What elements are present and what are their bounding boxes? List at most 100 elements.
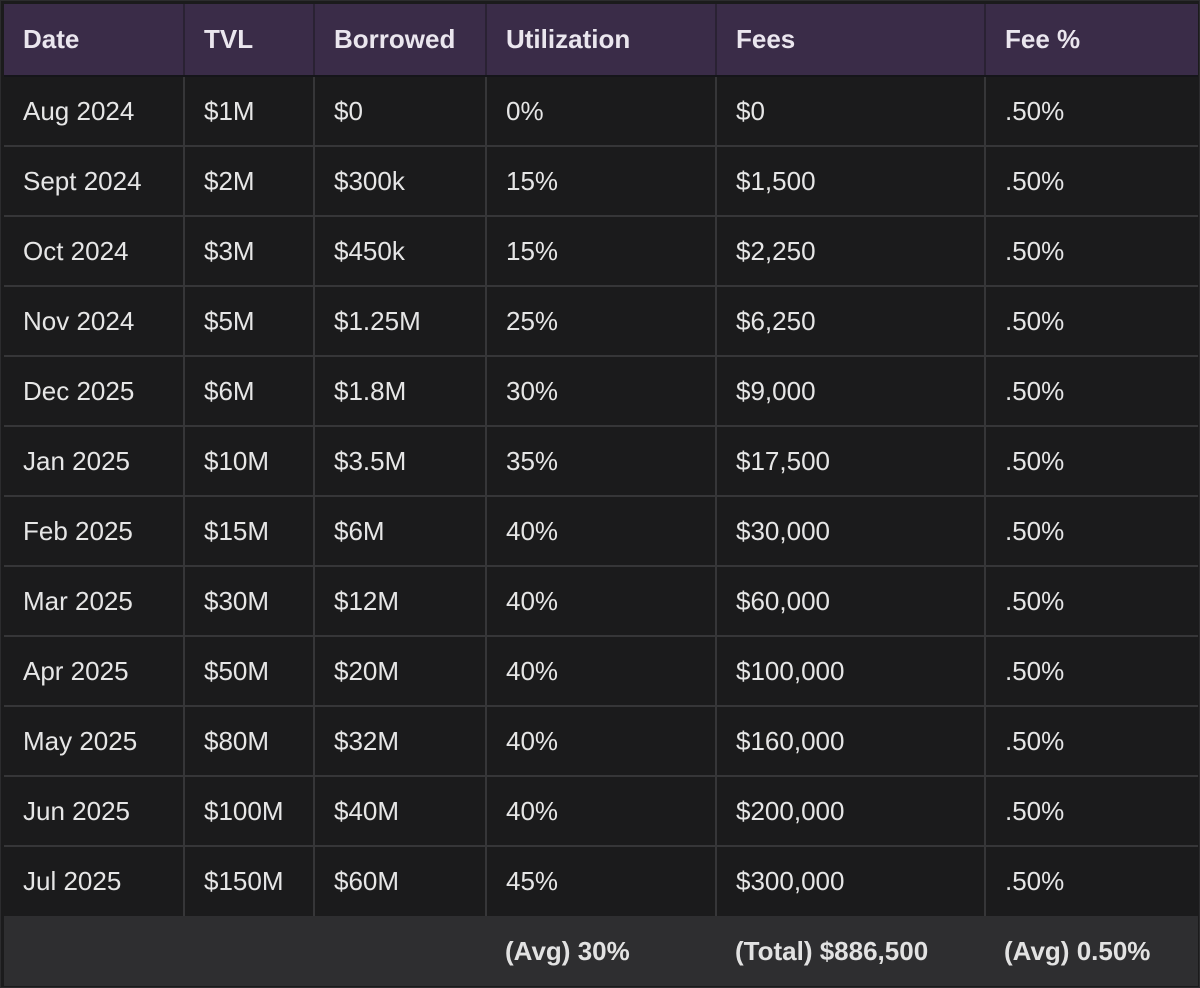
cell-tvl: $80M <box>184 706 315 777</box>
cell-borrowed: $1.25M <box>314 286 487 357</box>
cell-fees: $2,250 <box>716 216 986 287</box>
cell-fee-percent: .50% <box>985 76 1198 147</box>
footer-avg-fee-percent: (Avg) 0.50% <box>985 916 1198 986</box>
cell-fees: $160,000 <box>716 706 986 777</box>
cell-utilization: 15% <box>486 216 717 287</box>
footer-total-fees: (Total) $886,500 <box>716 916 985 986</box>
cell-borrowed: $60M <box>314 846 487 916</box>
cell-utilization: 45% <box>486 846 717 916</box>
cell-tvl: $3M <box>184 216 315 287</box>
cell-tvl: $6M <box>184 356 315 427</box>
cell-date: Dec 2025 <box>4 356 185 427</box>
cell-date: May 2025 <box>4 706 185 777</box>
cell-tvl: $30M <box>184 566 315 637</box>
cell-tvl: $2M <box>184 146 315 217</box>
cell-borrowed: $20M <box>314 636 487 707</box>
header-fee-percent: Fee % <box>985 4 1198 77</box>
cell-fee-percent: .50% <box>985 146 1198 217</box>
cell-fees: $300,000 <box>716 846 986 916</box>
cell-borrowed: $300k <box>314 146 487 217</box>
cell-utilization: 35% <box>486 426 717 497</box>
table-row: Oct 2024 $3M $450k 15% $2,250.50% <box>4 216 1198 287</box>
cell-date: Sept 2024 <box>4 146 185 217</box>
table-row: Mar 2025 $30M $12M 40% $60,000.50% <box>4 566 1198 637</box>
cell-tvl: $10M <box>184 426 315 497</box>
header-tvl: TVL <box>184 4 315 77</box>
cell-fee-percent: .50% <box>985 426 1198 497</box>
footer-tvl <box>184 916 314 986</box>
footer-borrowed <box>314 916 486 986</box>
cell-fees: $17,500 <box>716 426 986 497</box>
table-row: Apr 2025 $50M $20M 40% $100,000.50% <box>4 636 1198 707</box>
cell-tvl: $1M <box>184 76 315 147</box>
cell-utilization: 40% <box>486 706 717 777</box>
cell-tvl: $50M <box>184 636 315 707</box>
table-row: Aug 2024 $1M $0 0% $0.50% <box>4 76 1198 147</box>
header-borrowed: Borrowed <box>314 4 487 77</box>
cell-utilization: 40% <box>486 496 717 567</box>
cell-fee-percent: .50% <box>985 776 1198 847</box>
table-row: May 2025 $80M $32M 40% $160,000.50% <box>4 706 1198 777</box>
table-row: Feb 2025 $15M $6M 40% $30,000.50% <box>4 496 1198 567</box>
table-row: Jan 2025 $10M $3.5M 35% $17,500.50% <box>4 426 1198 497</box>
cell-tvl: $5M <box>184 286 315 357</box>
cell-date: Nov 2024 <box>4 286 185 357</box>
table-row: Sept 2024 $2M $300k 15% $1,500.50% <box>4 146 1198 217</box>
table-row: Nov 2024 $5M $1.25M 25% $6,250.50% <box>4 286 1198 357</box>
cell-utilization: 40% <box>486 636 717 707</box>
cell-borrowed: $6M <box>314 496 487 567</box>
header-row: Date TVL Borrowed Utilization Fees Fee % <box>4 4 1198 77</box>
cell-date: Jun 2025 <box>4 776 185 847</box>
cell-fees: $60,000 <box>716 566 986 637</box>
cell-fees: $0 <box>716 76 986 147</box>
cell-fee-percent: .50% <box>985 636 1198 707</box>
header-utilization: Utilization <box>486 4 717 77</box>
cell-utilization: 40% <box>486 566 717 637</box>
cell-borrowed: $450k <box>314 216 487 287</box>
cell-date: Oct 2024 <box>4 216 185 287</box>
table-body: Aug 2024 $1M $0 0% $0.50% Sept 2024 $2M $300k 15… <box>4 76 1198 916</box>
cell-fees: $9,000 <box>716 356 986 427</box>
cell-utilization: 40% <box>486 776 717 847</box>
cell-fees: $100,000 <box>716 636 986 707</box>
cell-fee-percent: .50% <box>985 706 1198 777</box>
cell-fee-percent: .50% <box>985 286 1198 357</box>
cell-fee-percent: .50% <box>985 356 1198 427</box>
cell-date: Jan 2025 <box>4 426 185 497</box>
cell-utilization: 15% <box>486 146 717 217</box>
footer-row: (Avg) 30% (Total) $886,500 (Avg) 0.50% <box>4 916 1198 986</box>
header-fees: Fees <box>716 4 986 77</box>
cell-fees: $1,500 <box>716 146 986 217</box>
projection-table: Date TVL Borrowed Utilization Fees Fee %… <box>4 4 1198 986</box>
cell-tvl: $100M <box>184 776 315 847</box>
header-date: Date <box>4 4 185 77</box>
cell-borrowed: $40M <box>314 776 487 847</box>
table-row: Jul 2025 $150M $60M 45% $300,000.50% <box>4 846 1198 916</box>
cell-date: Apr 2025 <box>4 636 185 707</box>
cell-fee-percent: .50% <box>985 216 1198 287</box>
cell-fees: $200,000 <box>716 776 986 847</box>
cell-borrowed: $3.5M <box>314 426 487 497</box>
cell-borrowed: $32M <box>314 706 487 777</box>
cell-fee-percent: .50% <box>985 566 1198 637</box>
cell-borrowed: $0 <box>314 76 487 147</box>
cell-utilization: 0% <box>486 76 717 147</box>
table-row: Jun 2025 $100M $40M 40% $200,000.50% <box>4 776 1198 847</box>
cell-utilization: 25% <box>486 286 717 357</box>
cell-tvl: $15M <box>184 496 315 567</box>
cell-tvl: $150M <box>184 846 315 916</box>
cell-date: Jul 2025 <box>4 846 185 916</box>
cell-fee-percent: .50% <box>985 846 1198 916</box>
cell-borrowed: $12M <box>314 566 487 637</box>
cell-fee-percent: .50% <box>985 496 1198 567</box>
table-row: Dec 2025 $6M $1.8M 30% $9,000.50% <box>4 356 1198 427</box>
cell-borrowed: $1.8M <box>314 356 487 427</box>
cell-date: Mar 2025 <box>4 566 185 637</box>
footer-avg-utilization: (Avg) 30% <box>486 916 716 986</box>
cell-date: Aug 2024 <box>4 76 185 147</box>
cell-date: Feb 2025 <box>4 496 185 567</box>
cell-fees: $6,250 <box>716 286 986 357</box>
cell-utilization: 30% <box>486 356 717 427</box>
cell-fees: $30,000 <box>716 496 986 567</box>
